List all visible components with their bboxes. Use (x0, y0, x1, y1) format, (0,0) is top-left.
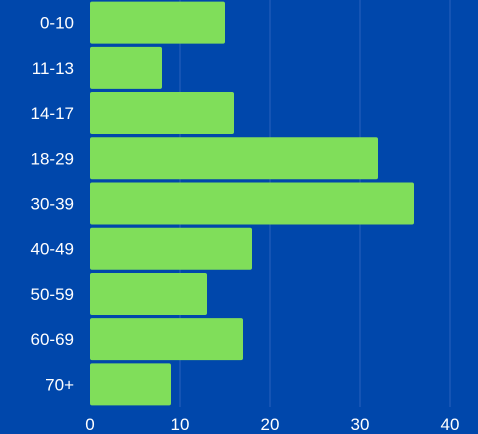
x-tick-label: 30 (351, 415, 370, 434)
category-label: 11-13 (32, 59, 74, 78)
category-labels: 0-10 11-13 14-17 18-29 30-39 40-49 50-59 60-69 7… (31, 14, 75, 395)
category-label: 40-49 (31, 240, 74, 259)
bar-0-10 (90, 1, 225, 44)
bar-18-29 (90, 137, 378, 180)
category-label: 0-10 (40, 14, 74, 33)
x-tick-label: 0 (85, 415, 94, 434)
bars (90, 1, 414, 406)
bar-60-69 (90, 318, 243, 361)
bar-30-39 (90, 182, 414, 225)
x-tick-label: 10 (171, 415, 190, 434)
x-tick-label: 40 (441, 415, 460, 434)
category-label: 60-69 (31, 330, 74, 349)
category-label: 30-39 (31, 195, 74, 214)
category-label: 50-59 (31, 285, 74, 304)
bar-11-13 (90, 46, 162, 89)
category-label: 14-17 (31, 104, 74, 123)
bar-40-49 (90, 227, 252, 270)
bar-50-59 (90, 272, 207, 315)
x-axis-tick-labels: 0 10 20 30 40 (85, 415, 459, 434)
bar-14-17 (90, 92, 234, 135)
x-tick-label: 20 (261, 415, 280, 434)
category-label: 18-29 (31, 149, 74, 168)
category-label: 70+ (45, 375, 74, 394)
bar-70- (90, 363, 171, 406)
